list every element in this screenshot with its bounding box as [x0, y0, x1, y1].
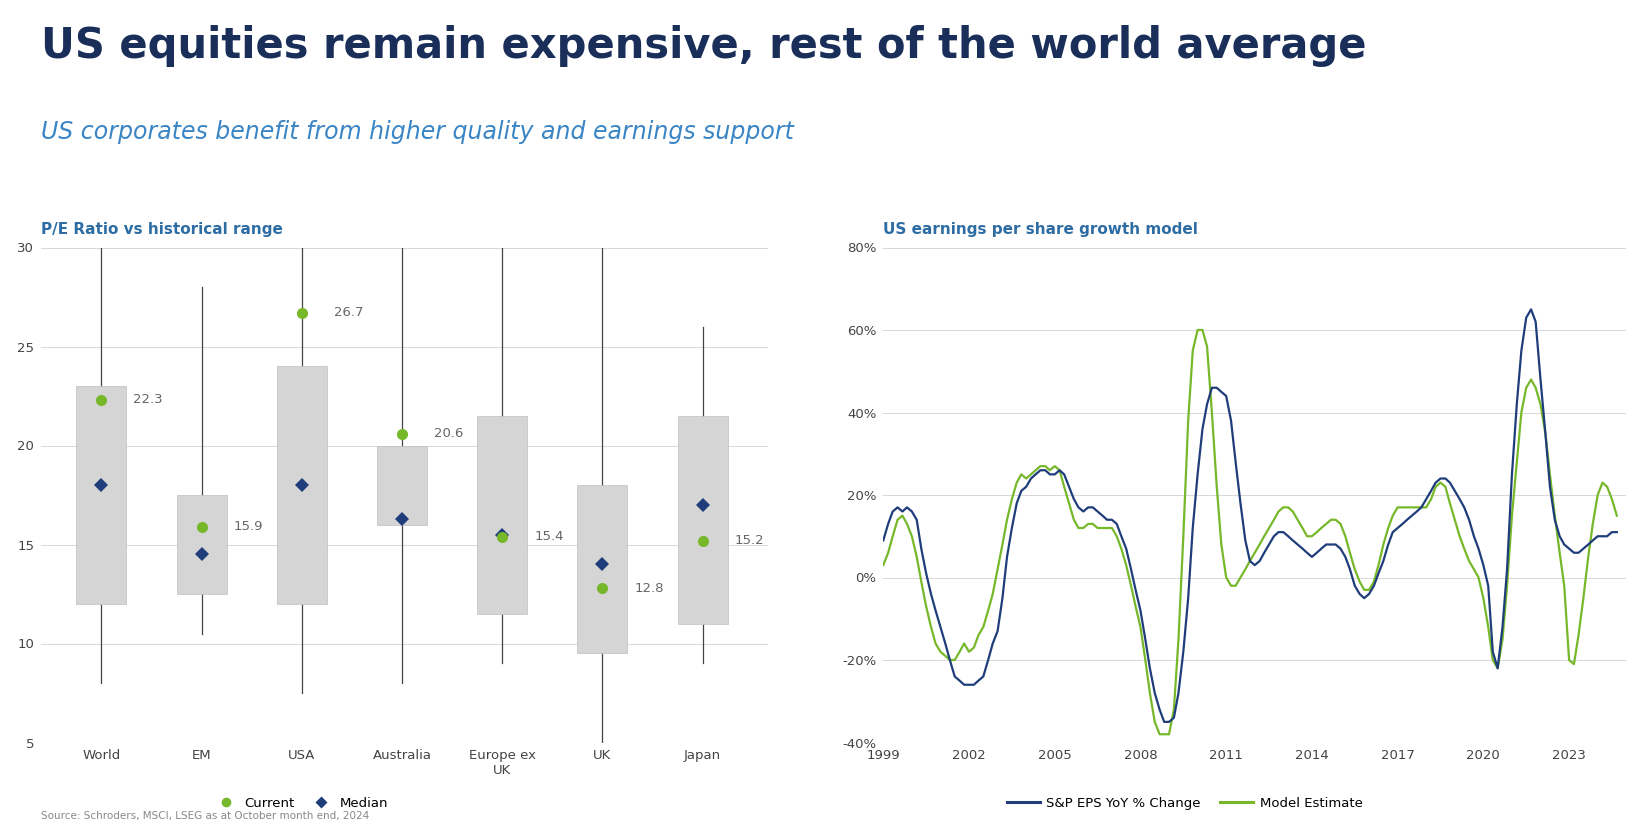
Text: 20.6: 20.6: [434, 427, 464, 440]
Text: 26.7: 26.7: [334, 306, 363, 319]
Legend: S&P EPS YoY % Change, Model Estimate: S&P EPS YoY % Change, Model Estimate: [1001, 791, 1369, 815]
Bar: [376, 446, 428, 525]
Text: P/E Ratio vs historical range: P/E Ratio vs historical range: [41, 222, 284, 237]
Legend: Current, Median: Current, Median: [208, 791, 393, 815]
Text: 12.8: 12.8: [634, 582, 664, 595]
Bar: [76, 386, 127, 604]
Text: 15.9: 15.9: [234, 521, 263, 533]
Text: US equities remain expensive, rest of the world average: US equities remain expensive, rest of th…: [41, 25, 1367, 67]
Bar: [477, 416, 527, 614]
Text: US corporates benefit from higher quality and earnings support: US corporates benefit from higher qualit…: [41, 120, 794, 144]
Bar: [578, 485, 627, 653]
Text: US earnings per share growth model: US earnings per share growth model: [883, 222, 1199, 237]
Bar: [177, 495, 226, 594]
Text: 15.4: 15.4: [535, 530, 563, 543]
Text: Source: Schroders, MSCI, LSEG as at October month end, 2024: Source: Schroders, MSCI, LSEG as at Octo…: [41, 811, 370, 821]
Bar: [677, 416, 728, 624]
Text: 15.2: 15.2: [735, 534, 764, 547]
Bar: [277, 366, 327, 604]
Text: 22.3: 22.3: [134, 394, 163, 407]
